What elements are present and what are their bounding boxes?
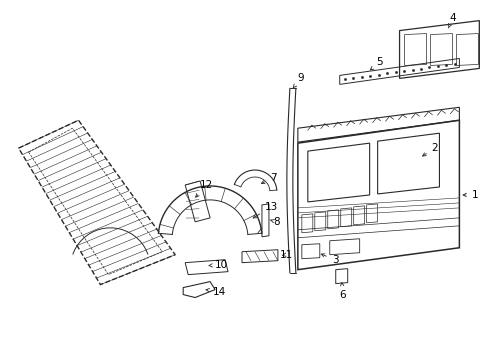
Text: 14: 14 <box>205 287 226 297</box>
Text: 1: 1 <box>462 190 477 200</box>
Text: 10: 10 <box>208 260 228 270</box>
Text: 9: 9 <box>292 73 304 88</box>
Text: 2: 2 <box>422 143 437 156</box>
Text: 7: 7 <box>261 173 276 184</box>
Text: 13: 13 <box>253 202 278 218</box>
Text: 8: 8 <box>269 217 279 227</box>
Text: 4: 4 <box>447 13 455 28</box>
Text: 12: 12 <box>195 180 213 197</box>
Text: 3: 3 <box>321 254 338 265</box>
Text: 6: 6 <box>339 283 346 300</box>
Text: 11: 11 <box>279 250 292 260</box>
Text: 5: 5 <box>369 58 383 70</box>
